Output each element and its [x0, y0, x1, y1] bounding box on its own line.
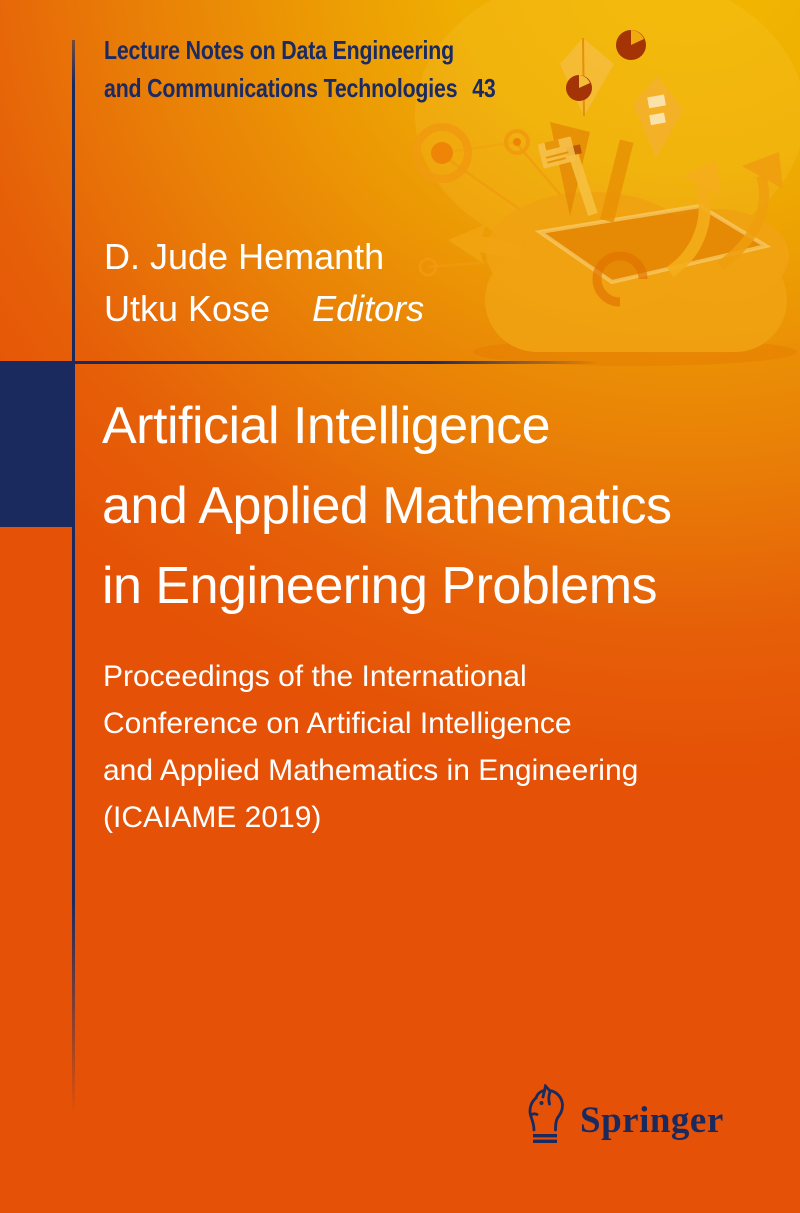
book-subtitle: Proceedings of the International Confere… [103, 653, 638, 841]
left-arrow-icon [448, 224, 522, 264]
editor-name: Utku Kose [104, 288, 271, 329]
editor-name-row: Utku Kose Editors [104, 283, 424, 335]
series-volume-number: 43 [472, 73, 496, 103]
springer-horse-icon [528, 1084, 564, 1143]
network-node-icon [412, 123, 530, 277]
curved-arrows-icon [666, 152, 783, 277]
corner-block [0, 361, 75, 527]
kite-pie-chart-icon [560, 37, 614, 117]
network-connector-lines [427, 140, 596, 269]
publisher-name: Springer [580, 1100, 724, 1141]
data-card-icon [538, 136, 577, 169]
vertical-rule [72, 40, 75, 1115]
book-title-line: in Engineering Problems [102, 557, 658, 615]
publisher-logo: Springer [524, 1084, 724, 1144]
series-title-line2: and Communications Technologies 43 [104, 69, 496, 107]
series-title: Lecture Notes on Data Engineering and Co… [104, 31, 496, 107]
book-subtitle-line: Proceedings of the International [103, 660, 527, 693]
book-title-line: Artificial Intelligence [102, 397, 551, 455]
book-subtitle-line: Conference on Artificial Intelligence [103, 707, 572, 740]
book-subtitle-line: and Applied Mathematics in Engineering [103, 754, 639, 787]
editor-name: D. Jude Hemanth [104, 236, 385, 277]
editors-block: D. Jude Hemanth Utku Kose Editors [104, 231, 424, 335]
series-title-line1: Lecture Notes on Data Engineering [104, 35, 454, 65]
horizontal-rule [0, 361, 600, 364]
series-name: and Communications Technologies [104, 73, 458, 103]
book-title-line: and Applied Mathematics [102, 477, 672, 535]
book-title: Artificial Intelligence and Applied Math… [102, 386, 672, 626]
book-subtitle-line: (ICAIAME 2019) [103, 801, 322, 834]
editors-role-label: Editors [312, 288, 425, 329]
kite-bar-chart-icon [633, 76, 683, 158]
cloud-icon [473, 122, 797, 366]
pie-chart-icon [616, 30, 646, 60]
